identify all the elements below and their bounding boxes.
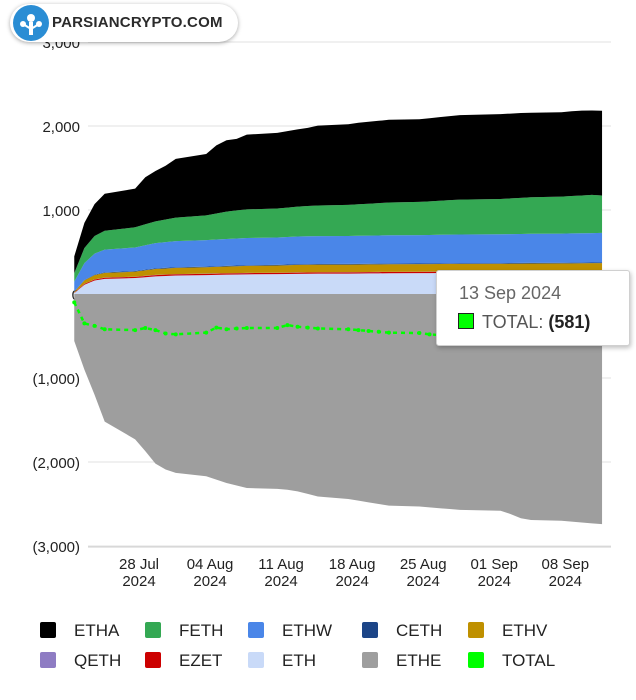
total-point — [204, 330, 209, 335]
total-point — [275, 326, 280, 331]
legend-swatch — [362, 622, 378, 638]
legend-label: ETHW — [282, 621, 333, 640]
total-point — [315, 326, 320, 331]
x-tick-year: 2024 — [193, 573, 226, 590]
x-tick-year: 2024 — [407, 573, 440, 590]
legend-swatch — [40, 652, 56, 668]
total-point — [214, 325, 219, 330]
tooltip-date: 13 Sep 2024 — [459, 283, 562, 303]
legend: ETHA FETH ETHW CETH ETHV QETH EZET ETH ETHE TOTAL — [0, 618, 636, 678]
legend-label: ETHE — [396, 651, 442, 670]
legend-label: CETH — [396, 621, 443, 640]
total-point — [285, 323, 290, 328]
total-point — [356, 328, 361, 333]
x-tick-year: 2024 — [478, 573, 511, 590]
x-tick-label: 04 Aug — [187, 556, 234, 573]
legend-label: ETH — [282, 651, 316, 670]
legend-swatch — [468, 652, 484, 668]
x-tick-label: 25 Aug — [400, 556, 447, 573]
tooltip-value: (581) — [548, 312, 591, 332]
total-point — [305, 325, 310, 330]
tooltip: 13 Sep 2024 TOTAL: (581) — [436, 270, 630, 346]
area-etha — [74, 110, 603, 274]
legend-label: ETHA — [74, 621, 120, 640]
area-ethw — [74, 232, 603, 292]
legend-swatch — [362, 652, 378, 668]
logo-text: PARSIANCRYPTO.COM — [52, 14, 223, 31]
legend-swatch — [248, 652, 264, 668]
total-point — [346, 327, 351, 332]
y-tick-label: (2,000) — [32, 455, 80, 472]
y-tick-label: (3,000) — [32, 539, 80, 556]
legend-swatch — [40, 622, 56, 638]
total-point — [366, 328, 371, 333]
total-point — [82, 321, 87, 326]
legend-swatch — [248, 622, 264, 638]
x-tick-year: 2024 — [122, 573, 155, 590]
legend-label: QETH — [74, 651, 122, 670]
tooltip-line: TOTAL: (581) — [482, 312, 591, 332]
tooltip-series: TOTAL — [482, 312, 539, 332]
total-point — [163, 331, 168, 336]
x-tick-label: 11 Aug — [258, 556, 304, 573]
total-point — [295, 324, 300, 329]
total-point — [102, 327, 107, 332]
legend-label: FETH — [179, 621, 224, 640]
total-point — [72, 300, 77, 305]
legend-swatch — [145, 652, 161, 668]
legend-swatch — [468, 622, 484, 638]
area-ethe — [74, 294, 603, 525]
total-point — [153, 328, 158, 333]
total-point — [133, 328, 138, 333]
legend-swatch — [145, 622, 161, 638]
x-tick-label: 01 Sep — [470, 556, 518, 573]
x-tick-label: 08 Sep — [542, 556, 590, 573]
total-point — [224, 327, 229, 332]
x-tick-year: 2024 — [549, 573, 582, 590]
total-point — [417, 331, 422, 336]
logo-icon — [13, 5, 49, 41]
total-point — [386, 330, 391, 335]
tooltip-swatch — [458, 313, 474, 329]
total-point — [234, 326, 239, 331]
total-point — [427, 332, 432, 337]
legend-label: TOTAL — [502, 651, 556, 670]
y-tick-label: 1,000 — [42, 203, 80, 220]
x-tick-year: 2024 — [335, 573, 368, 590]
y-tick-label: 2,000 — [42, 119, 80, 136]
area-feth — [74, 194, 603, 282]
stacked-area-chart: 3,0002,0001,0000(1,000)(2,000)(3,000)28 … — [32, 35, 611, 590]
total-point — [143, 326, 148, 331]
total-point — [244, 326, 249, 331]
total-point — [92, 323, 97, 328]
site-logo[interactable]: PARSIANCRYPTO.COM — [10, 4, 238, 42]
total-point — [376, 329, 381, 334]
x-tick-year: 2024 — [264, 573, 297, 590]
total-point — [173, 332, 178, 337]
x-tick-label: 28 Jul — [119, 556, 159, 573]
legend-label: EZET — [179, 651, 223, 670]
legend-label: ETHV — [502, 621, 548, 640]
x-tick-label: 18 Aug — [329, 556, 376, 573]
y-tick-label: (1,000) — [32, 371, 80, 388]
